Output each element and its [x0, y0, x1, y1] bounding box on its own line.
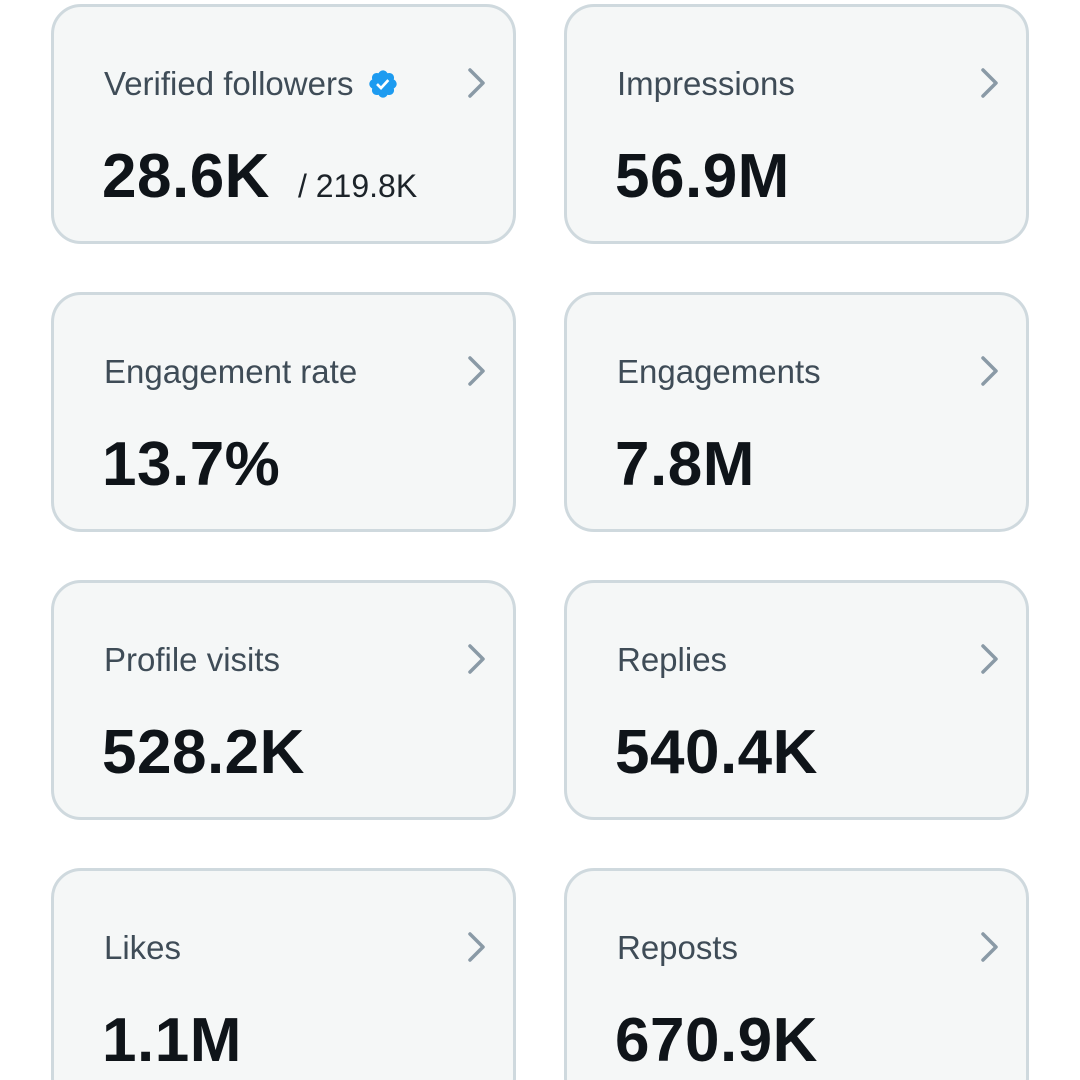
metric-label: Likes: [104, 923, 181, 973]
chevron-right-icon: [981, 68, 998, 98]
chevron-right-icon: [468, 644, 485, 674]
metric-value-row: 56.9M: [615, 135, 790, 219]
chevron-right-icon: [468, 356, 485, 386]
metric-value-row: 528.2K: [102, 711, 305, 795]
metric-card-verified-followers[interactable]: Verified followers 28.6K / 219.8K: [51, 4, 516, 244]
chevron-right-icon: [981, 932, 998, 962]
metric-card-reposts[interactable]: Reposts 670.9K: [564, 868, 1029, 1080]
metric-value: 7.8M: [615, 430, 755, 499]
metric-label: Profile visits: [104, 635, 280, 685]
metric-card-likes[interactable]: Likes 1.1M: [51, 868, 516, 1080]
metric-label-text: Engagements: [617, 353, 821, 390]
metric-label: Impressions: [617, 59, 795, 109]
metric-label: Reposts: [617, 923, 738, 973]
metric-card-replies[interactable]: Replies 540.4K: [564, 580, 1029, 820]
metric-label: Replies: [617, 635, 727, 685]
metric-value: 28.6K: [102, 142, 270, 211]
metric-label-text: Impressions: [617, 65, 795, 102]
metric-value-row: 540.4K: [615, 711, 818, 795]
metric-card-impressions[interactable]: Impressions 56.9M: [564, 4, 1029, 244]
chevron-right-icon: [981, 356, 998, 386]
metric-label-text: Profile visits: [104, 641, 281, 678]
metric-value: 528.2K: [102, 718, 305, 787]
metric-value: 56.9M: [615, 142, 790, 211]
verified-badge-icon: [369, 70, 398, 98]
metric-value: 13.7%: [102, 430, 281, 499]
metric-value: 670.9K: [615, 1006, 818, 1075]
metric-label-text: Likes: [104, 929, 182, 966]
metric-total: / 219.8K: [297, 168, 418, 204]
metric-value: 1.1M: [102, 1006, 242, 1075]
chevron-right-icon: [468, 932, 485, 962]
metric-value-row: 670.9K: [615, 999, 818, 1080]
metric-label: Engagements: [617, 347, 821, 397]
metric-label: Engagement rate: [104, 347, 357, 397]
metric-label-text: Engagement rate: [104, 353, 358, 390]
metric-label-text: Reposts: [617, 929, 739, 966]
metric-value-row: 28.6K / 219.8K: [102, 135, 417, 219]
metric-value: 540.4K: [615, 718, 818, 787]
metric-value-row: 13.7%: [102, 423, 280, 507]
metric-label-text: Replies: [617, 641, 728, 678]
metric-card-engagements[interactable]: Engagements 7.8M: [564, 292, 1029, 532]
metric-value-row: 7.8M: [615, 423, 755, 507]
chevron-right-icon: [981, 644, 998, 674]
metric-card-engagement-rate[interactable]: Engagement rate 13.7%: [51, 292, 516, 532]
metric-label-text: Verified followers: [104, 65, 354, 102]
metric-value-row: 1.1M: [102, 999, 242, 1080]
metric-card-profile-visits[interactable]: Profile visits 528.2K: [51, 580, 516, 820]
metric-label: Verified followers: [104, 59, 399, 109]
chevron-right-icon: [468, 68, 485, 98]
